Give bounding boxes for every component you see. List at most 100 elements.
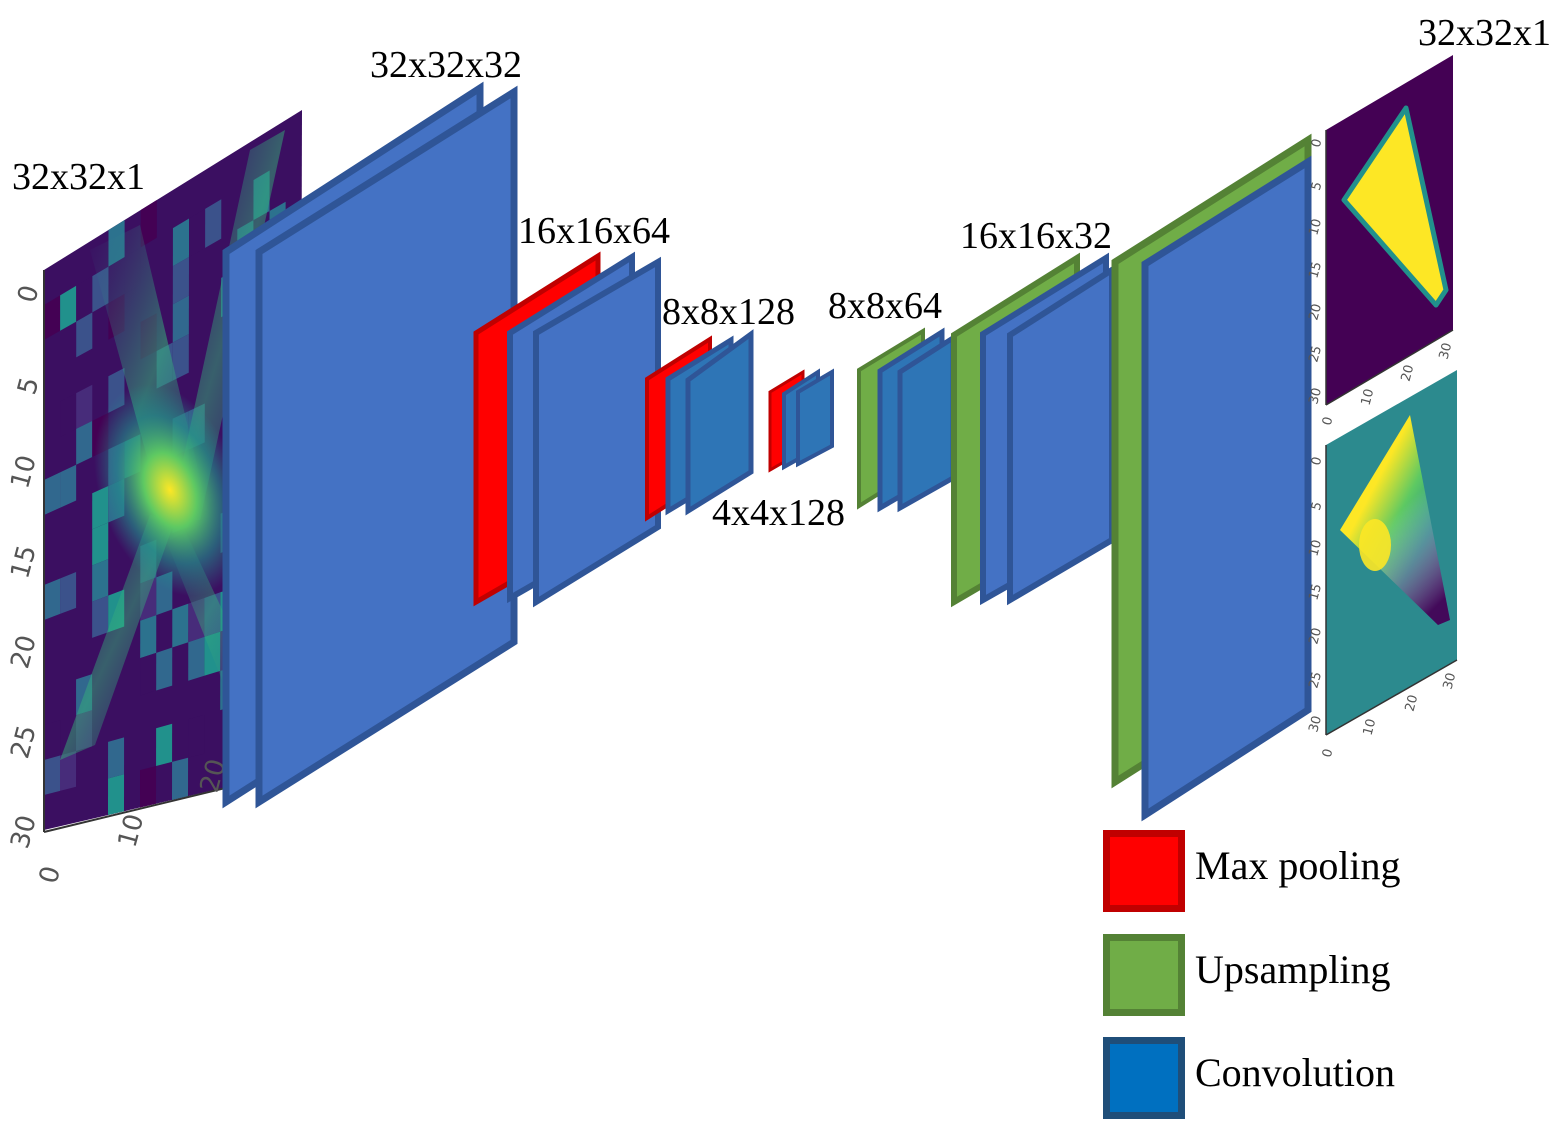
upsampling-label: Upsampling [1195, 947, 1391, 992]
legend-item-upsampling: Upsampling [1103, 934, 1523, 1018]
heatmap-cell [60, 572, 77, 614]
heatmap-cell [76, 420, 93, 465]
enc1-size-label: 32x32x32 [370, 44, 522, 86]
output-plot-field: 0 5 10 15 20 25 30 0 10 20 30 [1306, 370, 1459, 759]
out1-xtick-0: 0 [1320, 415, 1337, 427]
heatmap-cell [140, 615, 157, 659]
enc2-size-label: 16x16x64 [518, 210, 670, 252]
heatmap-cell [92, 559, 109, 602]
heatmap-cell [44, 295, 61, 340]
enc3-size-label: 8x8x128 [662, 291, 795, 333]
heatmap-cell [205, 199, 222, 248]
out2-ytick-30: 30 [1306, 714, 1325, 734]
out1-ytick-5: 5 [1309, 180, 1326, 192]
heatmap-cell [172, 334, 189, 381]
heatmap-cell [188, 636, 205, 681]
out2-xtick-10: 10 [1361, 717, 1380, 737]
output-bottom-yticks: 0 5 10 15 20 25 30 [1306, 455, 1325, 734]
input-ytick-5: 5 [12, 374, 45, 398]
output-top-yticks: 0 5 10 15 20 25 30 [1306, 137, 1325, 406]
out2-ytick-5: 5 [1309, 500, 1326, 512]
output-top-xticks: 0 10 20 30 [1320, 341, 1456, 427]
conv-layer [685, 329, 754, 516]
out2-xtick-0: 0 [1320, 747, 1337, 759]
block-8x8x128 [645, 329, 754, 522]
heatmap-cell [60, 285, 77, 331]
heatmap-cell [60, 393, 77, 437]
block-16x16x64 [473, 251, 661, 608]
max-pooling-label: Max pooling [1195, 843, 1401, 888]
out1-xtick-30: 30 [1437, 341, 1456, 361]
heatmap-cell [76, 312, 93, 358]
heatmap-cell [44, 755, 61, 795]
heatmap-cell [60, 750, 77, 791]
out1-ytick-20: 20 [1306, 302, 1325, 322]
heatmap-cell [172, 603, 189, 648]
block-4x4x128 [768, 368, 834, 473]
block-32x32x1 [1111, 133, 1312, 822]
input-ytick-0: 0 [12, 282, 45, 306]
conv-layer [255, 85, 518, 809]
input-ytick-20: 20 [5, 632, 43, 672]
out1-ytick-10: 10 [1306, 217, 1325, 237]
heatmap-cell [156, 647, 173, 691]
input-ytick-10: 10 [5, 452, 43, 492]
conv-block-32x32x32 [222, 81, 518, 809]
input-ytick-25: 25 [5, 722, 43, 762]
conv-layer [1141, 155, 1312, 822]
out1-ytick-25: 25 [1306, 344, 1325, 364]
out2-ytick-15: 15 [1306, 582, 1325, 602]
convolution-swatch [1103, 1037, 1185, 1119]
heatmap-cell [140, 652, 157, 696]
out2-ytick-10: 10 [1306, 538, 1325, 558]
out2-ytick-0: 0 [1309, 455, 1326, 467]
input-ytick-15: 15 [5, 542, 43, 582]
out2-ytick-20: 20 [1306, 626, 1325, 646]
heatmap-cell [108, 737, 125, 779]
out1-xtick-20: 20 [1399, 363, 1418, 383]
heatmap-cell [92, 595, 109, 638]
heatmap-cell [92, 522, 109, 566]
convolution-label: Convolution [1195, 1050, 1396, 1095]
block-8x8x64 [857, 327, 956, 513]
heatmap-cell [172, 295, 189, 343]
input-size-label: 32x32x1 [12, 156, 145, 198]
input-xtick-0: 0 [34, 863, 67, 887]
upsampling-swatch [1103, 934, 1185, 1016]
heatmap-cell [172, 218, 190, 267]
out1-ytick-0: 0 [1309, 137, 1326, 149]
out1-ytick-15: 15 [1306, 260, 1325, 280]
out1-ytick-30: 30 [1306, 386, 1325, 406]
legend-item-convolution: Convolution [1103, 1037, 1523, 1121]
input-xtick-10: 10 [113, 811, 151, 851]
heatmap-cell [156, 723, 173, 767]
heatmap-cell [172, 757, 189, 800]
input-yticks: 0 5 10 15 20 25 30 [5, 282, 45, 852]
bottleneck-size-label: 4x4x128 [712, 492, 845, 534]
out1-xtick-10: 10 [1359, 387, 1378, 407]
heatmap-cell [60, 464, 77, 508]
output-bottom-xticks: 0 10 20 30 [1320, 671, 1460, 759]
heatmap-cell [76, 384, 93, 429]
heatmap-cell [44, 578, 61, 620]
heatmap-cell [108, 774, 125, 815]
max-pooling-swatch [1103, 830, 1185, 912]
heatmap-cell [188, 208, 206, 258]
dec2-size-label: 16x16x32 [960, 215, 1112, 257]
legend-item-max-pooling: Max pooling [1103, 830, 1523, 914]
heatmap-cell [44, 720, 61, 760]
heatmap-cell [172, 257, 189, 305]
conv-layer [533, 256, 661, 608]
block-16x16x32 [951, 252, 1115, 608]
heatmap-cell [140, 200, 157, 248]
heatmap-cell [76, 276, 93, 322]
output-plot-mask: 0 5 10 15 20 25 30 0 10 20 30 [1306, 55, 1455, 427]
output-size-label: 32x32x1 [1418, 12, 1551, 54]
out2-xtick-20: 20 [1403, 693, 1422, 713]
heatmap-cell [44, 472, 61, 515]
dec1-size-label: 8x8x64 [828, 285, 942, 327]
heatmap-cell [188, 714, 205, 758]
input-ytick-30: 30 [5, 812, 43, 852]
out2-xtick-30: 30 [1441, 671, 1460, 691]
heatmap-cell [140, 766, 157, 808]
